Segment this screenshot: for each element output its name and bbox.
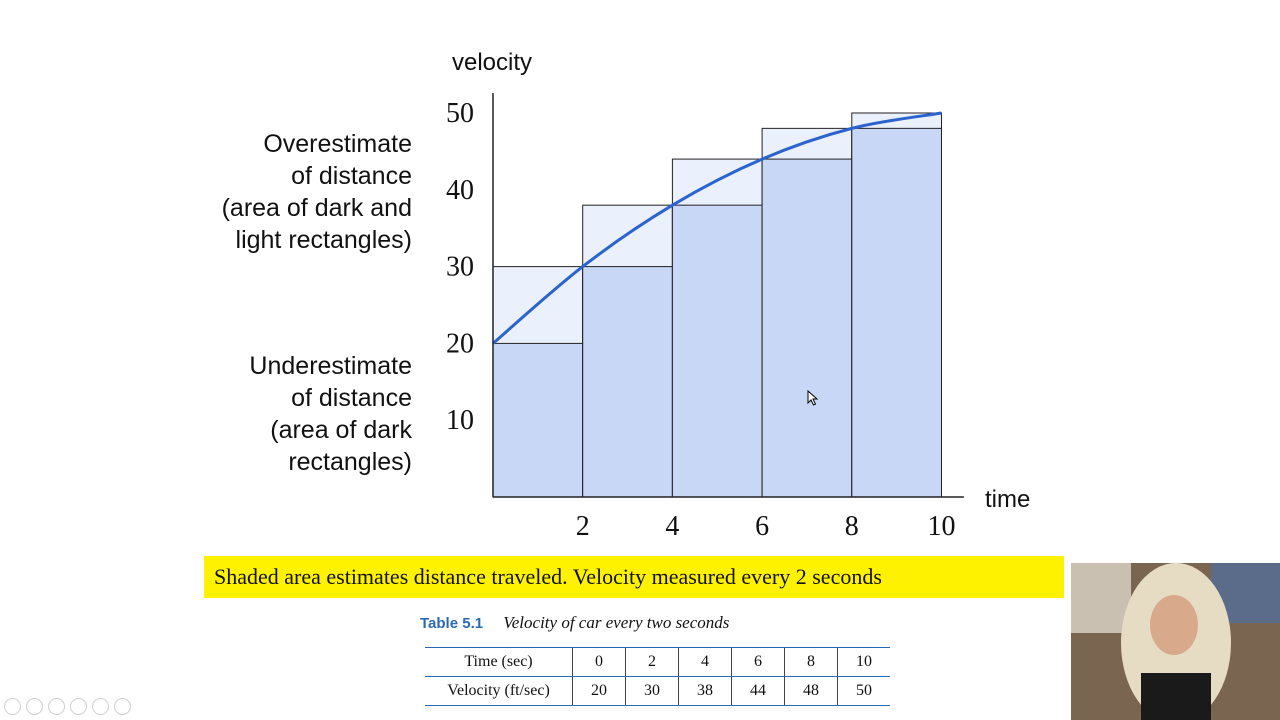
- table-cell: 4: [678, 647, 732, 677]
- prev-icon[interactable]: [4, 698, 21, 715]
- velocity-table: Time (sec) 0 2 4 6 8 10 Velocity (ft/sec…: [425, 647, 890, 706]
- table-cell: 20: [572, 676, 626, 706]
- bars-group: [492, 112, 942, 498]
- x-tick-label: 2: [576, 511, 590, 542]
- caption-bar: Shaded area estimates distance traveled.…: [204, 556, 1064, 598]
- table-description: Velocity of car every two seconds: [503, 613, 730, 632]
- chart: 10 20 30 40 50 2 4 6 8 10 velocity time: [446, 49, 1030, 542]
- underestimate-bar: [761, 158, 853, 498]
- underestimate-line-2: of distance: [291, 384, 412, 412]
- underestimate-bar: [492, 342, 584, 498]
- table-cell: 6: [731, 647, 785, 677]
- presentation-toolbar: [4, 698, 131, 715]
- x-tick-label: 6: [755, 511, 769, 542]
- y-tick-label: 40: [446, 175, 474, 206]
- more-icon[interactable]: [114, 698, 131, 715]
- caption-text: Shaded area estimates distance traveled.…: [214, 564, 882, 589]
- underestimate-line-1: Underestimate: [249, 352, 412, 380]
- webcam-image: [1071, 563, 1280, 720]
- table-cell: 48: [784, 676, 838, 706]
- overestimate-line-3: (area of dark and: [221, 194, 412, 222]
- table-row: Time (sec) 0 2 4 6 8 10: [425, 647, 890, 677]
- table-cell: 2: [625, 647, 679, 677]
- mouse-cursor-icon: [807, 390, 819, 406]
- webcam-video: [1071, 563, 1280, 720]
- x-tick-label: 8: [845, 511, 859, 542]
- table-cell: Velocity (ft/sec): [425, 676, 573, 706]
- next-icon[interactable]: [26, 698, 43, 715]
- pen-icon[interactable]: [48, 698, 65, 715]
- underestimate-line-3: (area of dark: [270, 416, 412, 444]
- zoom-icon[interactable]: [92, 698, 109, 715]
- overestimate-label: Overestimate of distance (area of dark a…: [172, 128, 412, 256]
- x-tick-label: 10: [928, 511, 956, 542]
- y-tick-label: 20: [446, 328, 474, 359]
- y-tick-label: 50: [446, 98, 474, 129]
- table-cell: 30: [625, 676, 679, 706]
- overestimate-line-2: of distance: [291, 162, 412, 190]
- table-cell: 8: [784, 647, 838, 677]
- underestimate-bar: [671, 204, 763, 498]
- tick-labels: 10 20 30 40 50 2 4 6 8 10: [446, 98, 956, 542]
- underestimate-bar: [582, 266, 673, 498]
- table-cell: Time (sec): [425, 647, 573, 677]
- velocity-curve: [492, 111, 942, 345]
- x-axis-label: time: [985, 486, 1030, 513]
- overestimate-line-1: Overestimate: [263, 130, 412, 158]
- table-title: Table 5.1 Velocity of car every two seco…: [420, 613, 729, 633]
- y-axis-label: velocity: [452, 49, 532, 76]
- copy-icon[interactable]: [70, 698, 87, 715]
- table-cell: 38: [678, 676, 732, 706]
- table-cell: 44: [731, 676, 785, 706]
- table-cell: 50: [837, 676, 890, 706]
- underestimate-bar: [851, 127, 942, 498]
- x-tick-label: 4: [665, 511, 679, 542]
- table-row: Velocity (ft/sec) 20 30 38 44 48 50: [425, 676, 890, 706]
- table-number: Table 5.1: [420, 615, 484, 632]
- underestimate-label: Underestimate of distance (area of dark …: [172, 350, 412, 478]
- underestimate-line-4: rectangles): [288, 448, 412, 476]
- table-cell: 0: [572, 647, 626, 677]
- overestimate-line-4: light rectangles): [235, 226, 412, 254]
- y-tick-label: 30: [446, 252, 474, 283]
- y-tick-label: 10: [446, 405, 474, 436]
- table-cell: 10: [837, 647, 890, 677]
